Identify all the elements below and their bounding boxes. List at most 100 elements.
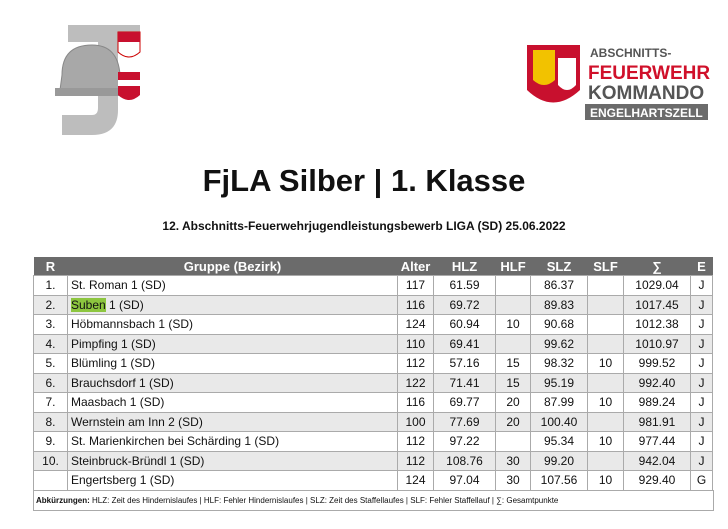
cell: 7. [33, 392, 68, 413]
cell: 61.59 [433, 275, 496, 296]
cell: J [690, 450, 713, 471]
cell-text: 1 (SD) [105, 297, 144, 312]
cell: J [690, 275, 713, 296]
cell: 3. [33, 314, 68, 335]
table-body: 1. St. Roman 1 (SD) 117 61.59 86.37 1029.04 J 2… [33, 275, 713, 491]
cell [587, 294, 624, 315]
column-header: HLF [495, 257, 531, 276]
cell: 107.56 [530, 470, 588, 491]
cell [587, 333, 624, 354]
cell: 30 [495, 470, 531, 491]
cell: 942.04 [623, 450, 691, 471]
cell: 112 [397, 431, 434, 452]
cell: 90.68 [530, 314, 588, 335]
cell: 97.22 [433, 431, 496, 452]
cell: 122 [397, 372, 434, 393]
column-header: Alter [397, 257, 434, 276]
cell: 100.40 [530, 411, 588, 432]
cell: 99.20 [530, 450, 588, 471]
cell: 20 [495, 411, 531, 432]
right-logo: ABSCHNITTS- FEUERWEHR KOMMANDO ENGELHART… [527, 45, 710, 120]
cell: 69.77 [433, 392, 496, 413]
cell: J [690, 392, 713, 413]
cell: 100 [397, 411, 434, 432]
cell: 112 [397, 450, 434, 471]
cell: 1017.45 [623, 294, 691, 315]
logos: ABSCHNITTS- FEUERWEHR KOMMANDO ENGELHART… [55, 25, 710, 135]
cell: 9. [33, 431, 68, 452]
subtitle: 12. Abschnitts-Feuerwehrjugendleistungsb… [162, 219, 566, 233]
table-row: 4. Pimpfing 1 (SD) 110 69.41 99.62 1010.97 J [33, 333, 713, 354]
cell: 124 [397, 470, 434, 491]
table-row: 7. Maasbach 1 (SD) 116 69.77 20 87.99 10 989.24… [33, 392, 713, 413]
cell [495, 275, 531, 296]
header-row: R Gruppe (Bezirk) Alter HLZ HLF SLZ SLF ∑ E [33, 257, 713, 276]
cell: 5. [33, 353, 68, 374]
cell: 977.44 [623, 431, 691, 452]
results-table: R Gruppe (Bezirk) Alter HLZ HLF SLZ SLF ∑ E 1. St… [33, 257, 713, 491]
cell: 2. [33, 294, 68, 315]
cell: Maasbach 1 (SD) [67, 392, 398, 413]
cell: 20 [495, 392, 531, 413]
cell: J [690, 294, 713, 315]
cell: 116 [397, 294, 434, 315]
table-row: 3. Höbmannsbach 1 (SD) 124 60.94 10 90.68 1012… [33, 314, 713, 335]
cell: 95.34 [530, 431, 588, 452]
cell: 10 [495, 314, 531, 335]
cell: 929.40 [623, 470, 691, 491]
table-row: 2. Suben 1 (SD) 116 69.72 89.83 1017.45 J [33, 294, 713, 315]
cell: J [690, 333, 713, 354]
cell: 989.24 [623, 392, 691, 413]
cell: 981.91 [623, 411, 691, 432]
logo-line: ABSCHNITTS- [590, 46, 671, 60]
cell: 77.69 [433, 411, 496, 432]
cell: 15 [495, 372, 531, 393]
cell: 10 [587, 353, 624, 374]
cell [495, 294, 531, 315]
cell: 1012.38 [623, 314, 691, 335]
cell: Pimpfing 1 (SD) [67, 333, 398, 354]
cell: 98.32 [530, 353, 588, 374]
cell: 99.62 [530, 333, 588, 354]
table-row: 8. Wernstein am Inn 2 (SD) 100 77.69 20 100.4… [33, 411, 713, 432]
cell: 112 [397, 353, 434, 374]
logo-line: FEUERWEHR [588, 63, 710, 84]
cell: 15 [495, 353, 531, 374]
cell: 124 [397, 314, 434, 335]
table-row: 10. Steinbruck-Bründl 1 (SD) 112 108.76 30 99… [33, 450, 713, 471]
title: FjLA Silber | 1. Klasse [202, 163, 526, 198]
highlight: Suben [71, 297, 106, 312]
table-row: 5. Blümling 1 (SD) 112 57.16 15 98.32 10 999.52… [33, 353, 713, 374]
footnote-text: HLZ: Zeit des Hindernislaufes | HLF: Feh… [89, 496, 559, 505]
cell: 10 [587, 431, 624, 452]
cell: 30 [495, 450, 531, 471]
cell: 6. [33, 372, 68, 393]
cell: 8. [33, 411, 68, 432]
cell: Suben 1 (SD) [67, 294, 398, 315]
cell: 992.40 [623, 372, 691, 393]
cell: Höbmannsbach 1 (SD) [67, 314, 398, 335]
column-header: SLF [587, 257, 624, 276]
column-header: R [33, 257, 68, 276]
cell: Brauchsdorf 1 (SD) [67, 372, 398, 393]
column-header: HLZ [433, 257, 496, 276]
column-header: Gruppe (Bezirk) [67, 257, 398, 276]
cell: 108.76 [433, 450, 496, 471]
table-row: Engertsberg 1 (SD) 124 97.04 30 107.56 10 929.… [33, 470, 713, 491]
column-header: E [690, 257, 713, 276]
cell: 999.52 [623, 353, 691, 374]
cell: J [690, 372, 713, 393]
cell: St. Marienkirchen bei Schärding 1 (SD) [67, 431, 398, 452]
cell: J [690, 411, 713, 432]
left-logo [55, 25, 141, 135]
cell: 10 [587, 470, 624, 491]
cell: Wernstein am Inn 2 (SD) [67, 411, 398, 432]
logo-line: KOMMANDO [588, 83, 704, 104]
cell: G [690, 470, 713, 491]
cell: 10 [587, 392, 624, 413]
cell: 4. [33, 333, 68, 354]
column-header: ∑ [623, 257, 691, 276]
cell [33, 470, 68, 491]
cell [587, 372, 624, 393]
cell [587, 275, 624, 296]
